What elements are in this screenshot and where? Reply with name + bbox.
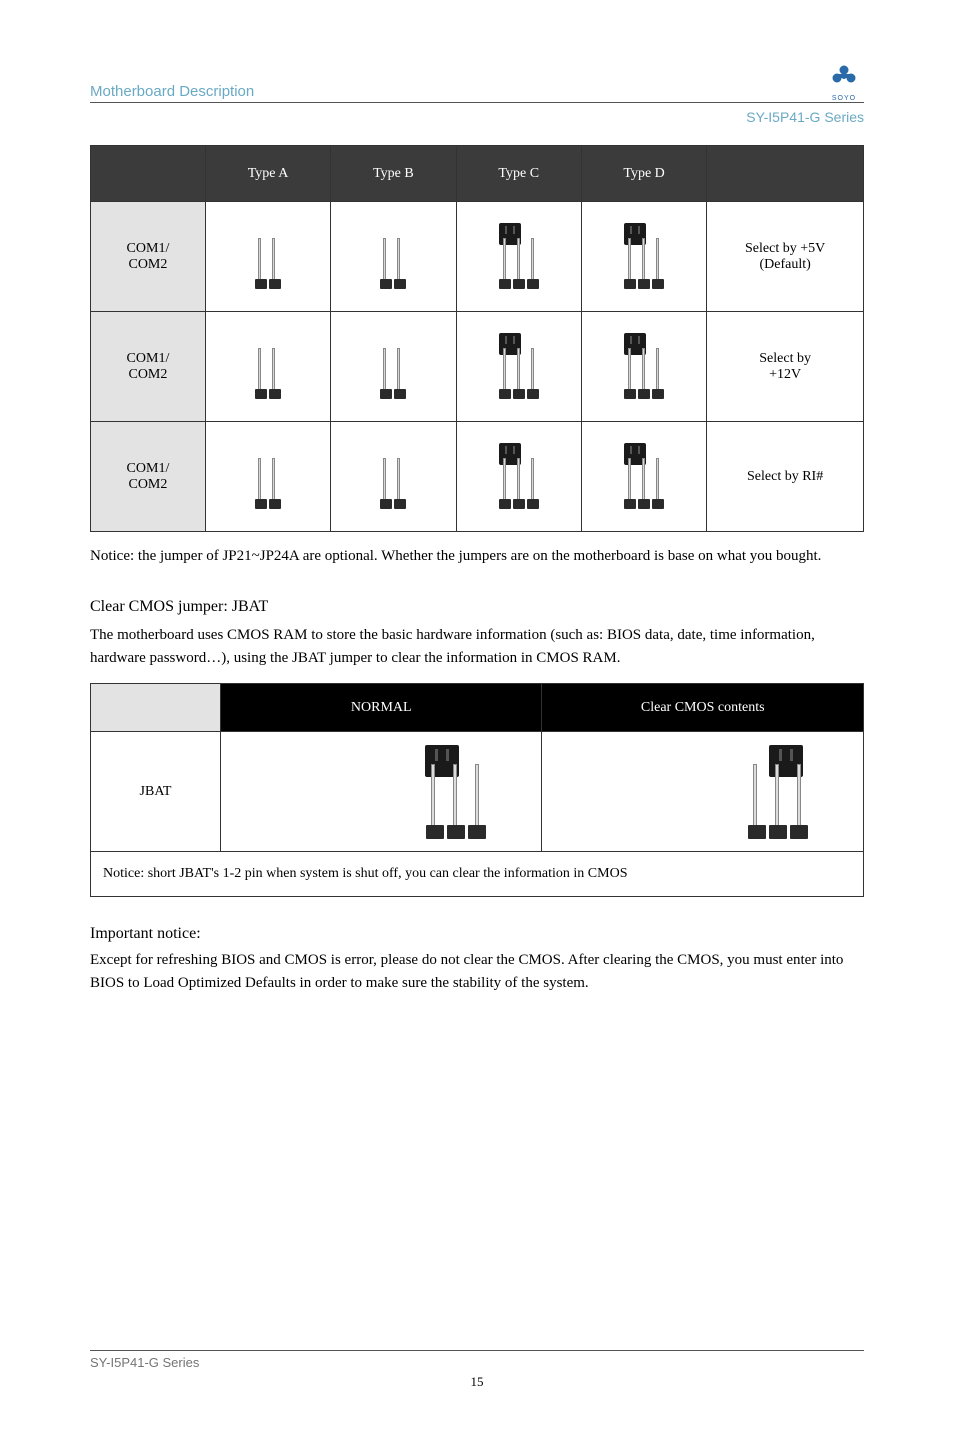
t1-desc: Select by +5V(Default): [707, 202, 864, 312]
t1-iconcell: [331, 312, 456, 422]
t1-rowlabel: COM1/COM2: [91, 202, 206, 312]
t1-desc: Select by+12V: [707, 312, 864, 422]
t1-h5: [707, 146, 864, 202]
t1-iconcell: [456, 202, 581, 312]
jbat-body: The motherboard uses CMOS RAM to store t…: [90, 624, 864, 669]
t2-footnote: Notice: short JBAT's 1-2 pin when system…: [91, 852, 864, 897]
important-body: Except for refreshing BIOS and CMOS is e…: [90, 949, 864, 994]
t2-h2: Clear CMOS contents: [542, 684, 864, 732]
jumper-2pin-open-icon: [363, 439, 423, 509]
jbat-heading: Clear CMOS jumper: JBAT: [90, 598, 864, 616]
t1-iconcell: [331, 422, 456, 532]
jumper-3pin-cap23-icon: [733, 739, 823, 839]
t1-h0: [91, 146, 206, 202]
t2-corner: [91, 684, 221, 732]
jumper-3pin-icon: [614, 329, 674, 399]
t2-h1: NORMAL: [221, 684, 542, 732]
footer-series: SY-I5P41-G Series: [90, 1355, 864, 1370]
page-number: 15: [90, 1374, 864, 1390]
t1-iconcell: [581, 202, 706, 312]
jumper-2pin-open-icon: [238, 329, 298, 399]
jumper-3pin-icon: [489, 329, 549, 399]
t1-iconcell: [331, 202, 456, 312]
t1-iconcell: [581, 312, 706, 422]
important-title: Important notice:: [90, 925, 864, 943]
t2-cell-clear: [542, 732, 864, 852]
jumper-2pin-open-icon: [238, 439, 298, 509]
brand-logo: SOYO: [824, 60, 864, 100]
t1-iconcell: [205, 202, 330, 312]
jumper-notice: Notice: the jumper of JP21~JP24A are opt…: [90, 544, 864, 568]
t2-cell-normal: [221, 732, 542, 852]
jumper-3pin-icon: [614, 219, 674, 289]
t1-iconcell: [205, 312, 330, 422]
t1-iconcell: [581, 422, 706, 532]
series-label: SY-I5P41-G Series: [90, 109, 864, 125]
jumper-2pin-open-icon: [363, 219, 423, 289]
jumper-2pin-open-icon: [363, 329, 423, 399]
logo-text: SOYO: [824, 95, 864, 102]
t1-iconcell: [205, 422, 330, 532]
jumper-3pin-icon: [489, 439, 549, 509]
t1-iconcell: [456, 312, 581, 422]
t1-h3: Type C: [456, 146, 581, 202]
page-footer: SY-I5P41-G Series 15: [90, 1350, 864, 1390]
t1-h1: Type A: [205, 146, 330, 202]
t1-rowlabel: COM1/COM2: [91, 422, 206, 532]
jumper-2pin-open-icon: [238, 219, 298, 289]
jbat-table: NORMAL Clear CMOS contents JBAT Notice: …: [90, 683, 864, 897]
t1-desc: Select by RI#: [707, 422, 864, 532]
jumper-3pin-icon: [489, 219, 549, 289]
t1-h2: Type B: [331, 146, 456, 202]
header-left-text: Motherboard Description: [90, 83, 254, 100]
t1-h4: Type D: [581, 146, 706, 202]
com-jumper-table: Type A Type B Type C Type D COM1/COM2 Sel…: [90, 145, 864, 532]
t1-iconcell: [456, 422, 581, 532]
page-header: Motherboard Description SOYO: [90, 60, 864, 103]
jumper-3pin-icon: [614, 439, 674, 509]
t2-rowlabel: JBAT: [91, 732, 221, 852]
jumper-3pin-cap12-icon: [411, 739, 501, 839]
t1-rowlabel: COM1/COM2: [91, 312, 206, 422]
